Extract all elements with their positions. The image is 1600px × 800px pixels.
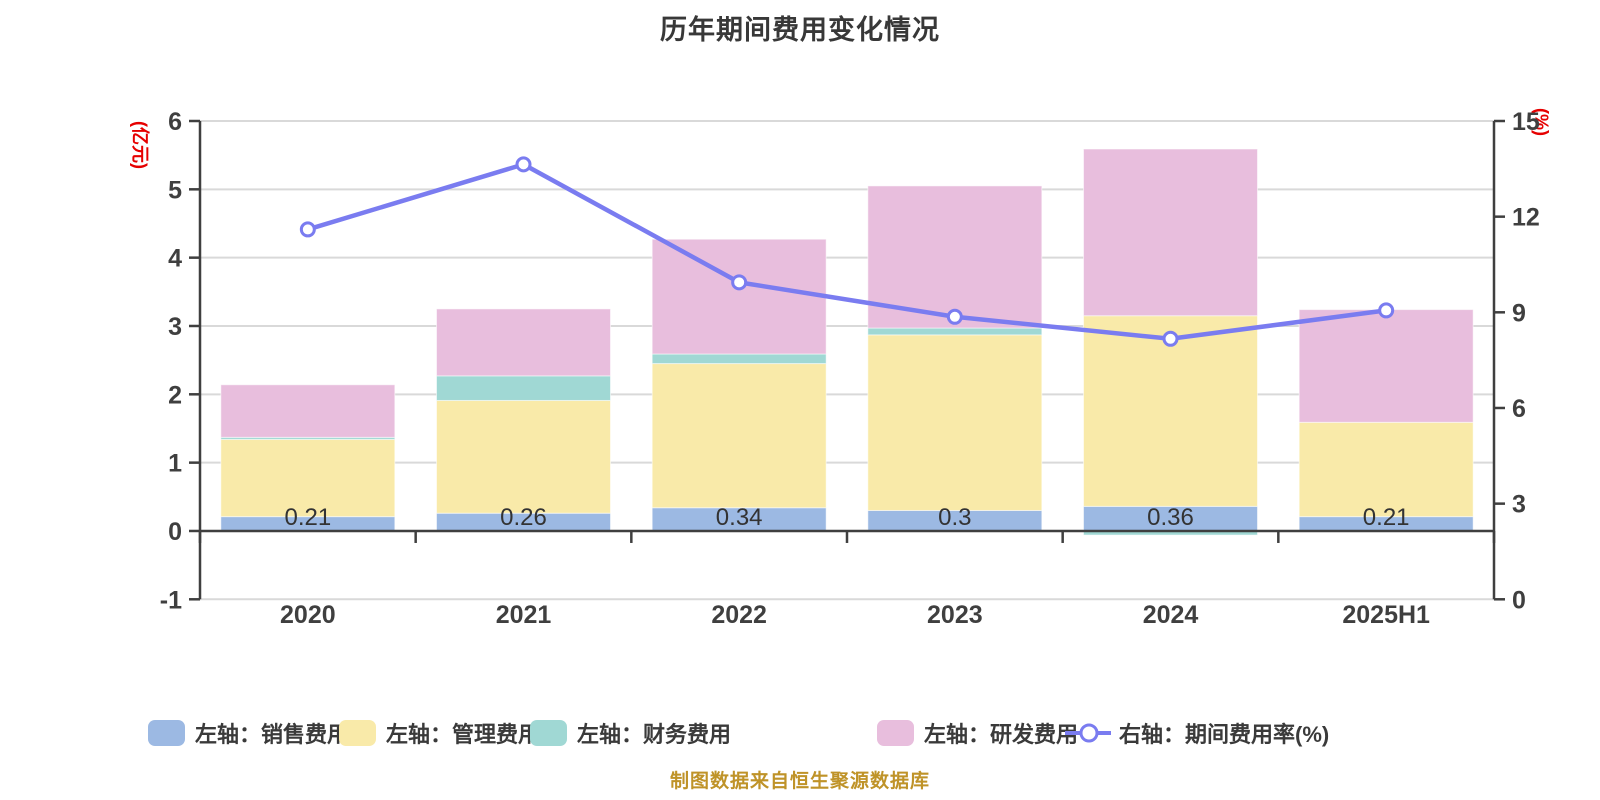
right-axis-tick-label: 0 (1512, 586, 1526, 614)
x-axis-label-2023: 2023 (927, 601, 983, 629)
legend-label: 左轴：销售费用 (195, 722, 350, 747)
rate-marker-2022[interactable] (731, 274, 748, 291)
caption: 制图数据来自恒生聚源数据库 (669, 771, 930, 792)
left-axis-tick-label: 2 (168, 381, 182, 409)
x-axis-label-2020: 2020 (280, 601, 336, 629)
left-axis-tick-label: 5 (168, 176, 182, 204)
bar-value-label: 0.34 (716, 504, 763, 531)
left-axis-tick-label: 3 (168, 313, 182, 341)
bar-segment-2020-管理费用[interactable] (220, 438, 396, 518)
legend-label: 右轴：期间费用率(%) (1119, 722, 1330, 747)
legend-item-左轴：销售费用[interactable]: 左轴：销售费用 (148, 718, 349, 748)
rate-marker-2021[interactable] (515, 156, 532, 173)
bar-segment-2022-财务费用[interactable] (651, 353, 827, 365)
bar-segment-2021-管理费用[interactable] (436, 399, 611, 514)
legend-swatch-icon (530, 720, 567, 746)
right-axis-tick-label: 12 (1512, 204, 1540, 232)
rate-line (305, 162, 1389, 342)
rate-marker-2020[interactable] (299, 221, 316, 238)
legend-swatch-icon (148, 720, 185, 746)
bar-segment-2022-研发费用[interactable] (651, 238, 827, 355)
bar-segment-2021-研发费用[interactable] (436, 308, 611, 377)
right-axis-tick-label: 3 (1512, 491, 1526, 519)
bar-segment-2023-管理费用[interactable] (867, 334, 1043, 511)
rate-marker-2025H1[interactable] (1378, 302, 1395, 319)
bar-value-label: 0.3 (938, 504, 971, 531)
legend-item-左轴：管理费用[interactable]: 左轴：管理费用 (339, 718, 540, 748)
legend-label: 左轴：研发费用 (924, 722, 1079, 747)
bar-segment-2023-研发费用[interactable] (867, 185, 1043, 329)
bar-segment-2025H1-管理费用[interactable] (1298, 421, 1474, 518)
bar-segment-2024-研发费用[interactable] (1083, 148, 1258, 317)
bar-value-label: 0.21 (284, 504, 331, 531)
right-axis-tick-label: 6 (1512, 395, 1526, 423)
rate-marker-2023[interactable] (946, 308, 963, 325)
left-axis-tick-label: 4 (168, 245, 182, 273)
chart-title: 历年期间费用变化情况 (660, 15, 940, 45)
bar-value-label: 0.21 (1363, 504, 1410, 531)
x-axis-label-2021: 2021 (496, 601, 552, 629)
bar-value-label: 0.26 (500, 504, 547, 531)
x-axis-label-2022: 2022 (711, 601, 767, 629)
bar-value-label: 0.36 (1147, 504, 1194, 531)
bar-segment-2025H1-研发费用[interactable] (1298, 309, 1474, 423)
left-axis-tick-label: 1 (168, 450, 182, 478)
legend-line-marker-icon (1065, 723, 1111, 743)
legend-label: 左轴：管理费用 (386, 722, 541, 747)
legend-item-右轴：期间费用率(%)[interactable]: 右轴：期间费用率(%) (1065, 718, 1329, 748)
x-axis-label-2025H1: 2025H1 (1342, 601, 1430, 629)
left-axis-tick-label: -1 (160, 586, 182, 614)
legend-label: 左轴：财务费用 (577, 722, 732, 747)
left-axis-tick-label: 6 (168, 108, 182, 136)
rate-marker-2024[interactable] (1162, 330, 1179, 347)
legend-item-左轴：财务费用[interactable]: 左轴：财务费用 (530, 718, 731, 748)
bar-segment-2024-管理费用[interactable] (1083, 315, 1258, 507)
bar-segment-2022-管理费用[interactable] (651, 363, 827, 509)
legend-swatch-icon (339, 720, 376, 746)
right-axis-tick-label: 15 (1512, 108, 1540, 136)
legend-item-左轴：研发费用[interactable]: 左轴：研发费用 (877, 718, 1078, 748)
right-axis-tick-label: 9 (1512, 299, 1526, 327)
legend-swatch-icon (877, 720, 914, 746)
bar-segment-2020-研发费用[interactable] (220, 384, 396, 438)
bar-segment-2023-财务费用[interactable] (867, 327, 1043, 336)
left-axis-tick-label: 0 (168, 518, 182, 546)
bar-segment-2021-财务费用[interactable] (436, 375, 611, 401)
x-axis-label-2024: 2024 (1143, 601, 1199, 629)
